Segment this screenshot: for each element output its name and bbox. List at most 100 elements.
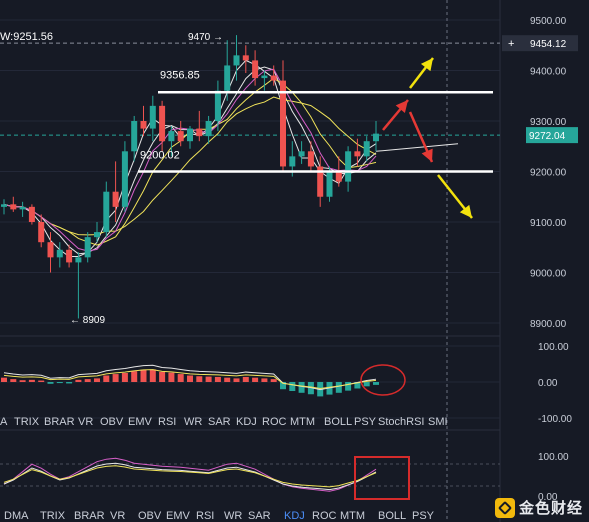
- red-arrow-down-head: [421, 148, 433, 162]
- moving-average-line: [3, 96, 377, 236]
- histogram-bar: [94, 378, 100, 382]
- highlight-box: [354, 456, 410, 500]
- candle-body: [214, 90, 221, 121]
- histogram-bar: [103, 375, 110, 382]
- price-tick-label: 8900.00: [530, 319, 567, 330]
- histogram-bar: [159, 371, 166, 382]
- support-label: 9200.02: [140, 149, 180, 161]
- candle-body: [224, 65, 231, 91]
- histogram-bar: [187, 375, 193, 382]
- candle-body: [326, 171, 333, 197]
- histogram-bar: [168, 372, 175, 382]
- histogram-bar: [177, 374, 184, 382]
- candle-body: [298, 151, 305, 157]
- histogram-bar: [196, 376, 203, 382]
- candle-body: [47, 242, 54, 258]
- kdj-j-line: [3, 457, 377, 492]
- price-tick-label: 9300.00: [530, 117, 567, 128]
- candle-body: [187, 128, 193, 142]
- highlight-ellipse: [360, 364, 406, 396]
- candle-body: [168, 131, 175, 142]
- indicator-tab-bottom: RSI: [196, 510, 214, 522]
- candle-body: [317, 166, 324, 197]
- indicator-tab-bottom: TRIX: [40, 510, 66, 522]
- candle-body: [103, 191, 110, 233]
- indicator-tab: MTM: [290, 416, 315, 428]
- candle-body: [252, 60, 259, 79]
- histogram-bar: [363, 382, 370, 387]
- histogram-bar: [84, 379, 91, 382]
- candle-body: [242, 55, 249, 61]
- header-value: W:9251.56: [0, 31, 53, 43]
- histogram-bar: [38, 380, 45, 382]
- indicator-tab: WR: [184, 416, 202, 428]
- candle-body: [177, 131, 184, 142]
- candle-body: [140, 121, 147, 129]
- candle-body: [196, 128, 203, 137]
- candle-body: [335, 171, 342, 182]
- candle-body: [66, 249, 73, 263]
- moving-average-line: [375, 143, 459, 152]
- current-price-box: [526, 127, 578, 144]
- indicator-tab: BRAR: [44, 416, 75, 428]
- histogram-bar: [354, 382, 361, 389]
- candle-body: [131, 121, 138, 152]
- candle-body: [94, 232, 100, 238]
- price-tick-label: 9100.00: [530, 218, 567, 229]
- histogram-bar: [280, 382, 286, 390]
- histogram-bar: [56, 382, 63, 384]
- candle-body: [19, 206, 26, 210]
- indicator-tab: ROC: [262, 416, 287, 428]
- indicator-tab-bottom: BRAR: [74, 510, 105, 522]
- indicator-tab-bottom: DMA: [4, 510, 29, 522]
- histogram-tick-label: -100.00: [538, 414, 572, 425]
- histogram-bar: [214, 376, 221, 382]
- histogram-bar: [224, 377, 231, 382]
- indicator-tab: TRIX: [14, 416, 40, 428]
- histogram-bar: [140, 369, 147, 382]
- high-price-label: 9470 →: [188, 32, 223, 43]
- candle-body: [1, 204, 7, 207]
- candle-body: [373, 133, 379, 142]
- candle-body: [205, 121, 212, 137]
- candle-body: [159, 105, 166, 142]
- histogram-bar: [131, 371, 138, 382]
- histogram-bar: [233, 378, 240, 382]
- kdj-tick-label: 100.00: [538, 452, 569, 463]
- indicator-tab-bottom: SAR: [248, 510, 271, 522]
- crosshair-plus-icon: +: [508, 38, 514, 50]
- histogram-tick-label: 0.00: [538, 378, 558, 389]
- crosshair-price-label: 9454.12: [530, 39, 567, 50]
- indicator-tab-bottom: KDJ: [284, 510, 305, 522]
- indicator-tab-bottom: WR: [224, 510, 242, 522]
- kdj-k-line: [3, 462, 377, 491]
- histogram-bar: [205, 376, 212, 382]
- indicator-tab: A: [0, 416, 8, 428]
- candle-body: [149, 105, 156, 129]
- price-tick-label: 9200.00: [530, 168, 567, 179]
- histogram-bar: [19, 380, 26, 382]
- candle-body: [10, 204, 17, 210]
- histogram-bar: [335, 382, 342, 393]
- candle-body: [121, 151, 128, 207]
- histogram-bar: [270, 379, 277, 382]
- indicator-tab-bottom: BOLL: [378, 510, 406, 522]
- current-price-label: 9272.04: [529, 131, 566, 142]
- indicator-tab: OBV: [100, 416, 124, 428]
- price-tick-label: 9000.00: [530, 269, 567, 280]
- histogram-bar: [75, 379, 82, 382]
- candle-body: [56, 249, 63, 258]
- candle-body: [75, 257, 82, 263]
- indicator-tab: VR: [78, 416, 93, 428]
- indicator-tab: KDJ: [236, 416, 257, 428]
- indicator-tab-bottom: VR: [110, 510, 125, 522]
- candle-body: [112, 191, 119, 207]
- indicator-tab: SMI: [428, 416, 448, 428]
- low-price-label: ← 8909: [70, 315, 105, 326]
- indicator-tab: PSY: [354, 416, 377, 428]
- indicator-tab: SAR: [208, 416, 231, 428]
- candle-body: [28, 206, 35, 222]
- red-arrow-up-head: [395, 100, 408, 114]
- candle-body: [307, 151, 314, 167]
